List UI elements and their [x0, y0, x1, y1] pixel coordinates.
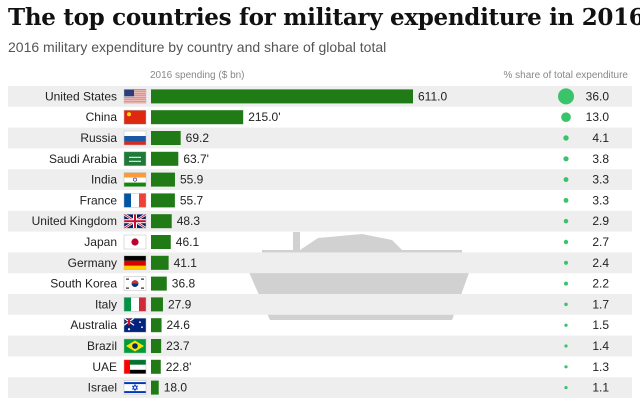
spending-bar: [151, 276, 167, 291]
row-stripe: [8, 294, 632, 315]
country-label: United Kingdom: [32, 214, 117, 228]
india-flag-icon: [123, 172, 147, 187]
saudi-arabia-flag-icon: [123, 151, 147, 167]
country-label: Australia: [70, 318, 117, 332]
chart-subtitle: 2016 military expenditure by country and…: [8, 39, 387, 55]
australia-flag-icon: [123, 317, 147, 333]
spending-bar: [151, 89, 413, 104]
share-column-header: % share of total expenditure: [503, 70, 628, 81]
share-value-label: 36.0: [586, 89, 610, 103]
share-dot: [564, 302, 568, 307]
south-korea-flag-icon: [123, 276, 147, 291]
israel-flag-icon: [123, 380, 147, 395]
spending-bar: [151, 380, 159, 395]
spending-value-label: 63.7': [183, 152, 209, 166]
share-value-label: 1.7: [592, 297, 609, 311]
country-label: Russia: [80, 131, 117, 145]
share-dot: [564, 323, 568, 327]
country-label: Israel: [88, 381, 117, 395]
uk-flag-icon: [123, 213, 147, 230]
chart-title: The top countries for military expenditu…: [8, 4, 640, 31]
share-value-label: 3.3: [592, 173, 609, 187]
spending-bar: [151, 110, 244, 125]
spending-value-label: 55.9: [180, 173, 204, 187]
spending-value-label: 36.8: [172, 277, 196, 291]
country-label: South Korea: [50, 277, 117, 291]
row-stripe: [8, 335, 632, 357]
spending-bar: [151, 359, 161, 374]
share-value-label: 2.4: [592, 256, 609, 270]
spending-value-label: 611.0: [418, 89, 447, 103]
share-dot: [561, 112, 571, 123]
share-value-label: 2.2: [592, 277, 609, 291]
spending-value-label: 48.3: [177, 214, 201, 228]
spending-value-label: 27.9: [168, 297, 192, 311]
spending-value-label: 215.0': [248, 110, 280, 124]
spending-bar: [151, 235, 171, 249]
spending-bar: [151, 339, 162, 353]
spending-bar: [151, 131, 181, 145]
row-stripe: [8, 377, 632, 398]
share-value-label: 1.1: [592, 381, 609, 395]
spending-bar: [151, 297, 163, 312]
share-dot: [563, 156, 569, 162]
spending-bar: [151, 172, 175, 187]
country-label: India: [91, 173, 117, 187]
italy-flag-icon: [123, 297, 147, 312]
spending-value-label: 41.1: [174, 256, 198, 270]
share-value-label: 1.5: [592, 318, 609, 332]
country-label: Germany: [68, 256, 117, 270]
country-label: France: [80, 193, 118, 207]
spending-bar: [151, 151, 179, 166]
share-dot: [564, 281, 568, 286]
spending-bar: [151, 193, 175, 208]
spending-value-label: 24.6: [167, 318, 191, 332]
share-value-label: 3.8: [592, 152, 609, 166]
share-value-label: 3.3: [592, 193, 609, 207]
country-label: China: [86, 110, 118, 124]
spending-value-label: 69.2: [186, 131, 210, 145]
share-value-label: 2.7: [592, 235, 609, 249]
share-dot: [564, 386, 568, 390]
share-dot: [563, 218, 569, 224]
share-dot: [563, 135, 569, 141]
spending-value-label: 46.1: [176, 235, 200, 249]
spending-value-label: 18.0: [164, 381, 188, 395]
japan-flag-icon: [123, 234, 147, 250]
share-dot: [563, 197, 569, 203]
share-dot: [564, 365, 568, 369]
uae-flag-icon: [123, 359, 147, 375]
share-dot: [564, 344, 568, 348]
country-label: Brazil: [87, 339, 117, 353]
spending-bar: [151, 214, 172, 229]
spending-bar: [151, 318, 162, 333]
share-value-label: 1.3: [592, 360, 609, 374]
china-flag-icon: [123, 109, 147, 125]
russia-flag-icon: [123, 130, 147, 146]
share-value-label: 1.4: [592, 339, 609, 353]
germany-flag-icon: [123, 255, 147, 271]
country-label: Saudi Arabia: [49, 152, 117, 166]
spending-value-label: 23.7: [166, 339, 190, 353]
brazil-flag-icon: [123, 338, 147, 354]
share-dot: [563, 177, 569, 183]
country-label: Italy: [95, 297, 117, 311]
share-value-label: 13.0: [586, 110, 610, 124]
share-dot: [563, 260, 569, 265]
france-flag-icon: [123, 193, 147, 208]
share-dot: [563, 239, 569, 245]
spending-value-label: 55.7: [180, 193, 204, 207]
country-label: Japan: [84, 235, 117, 249]
share-value-label: 2.9: [592, 214, 609, 228]
country-label: United States: [45, 89, 117, 103]
share-dot: [558, 88, 574, 105]
us-flag-icon: [123, 89, 147, 104]
spending-bar: [151, 255, 169, 270]
share-value-label: 4.1: [592, 131, 609, 145]
country-label: UAE: [92, 360, 117, 374]
spending-value-label: 22.8': [166, 360, 192, 374]
spending-column-header: 2016 spending ($ bn): [150, 70, 245, 81]
